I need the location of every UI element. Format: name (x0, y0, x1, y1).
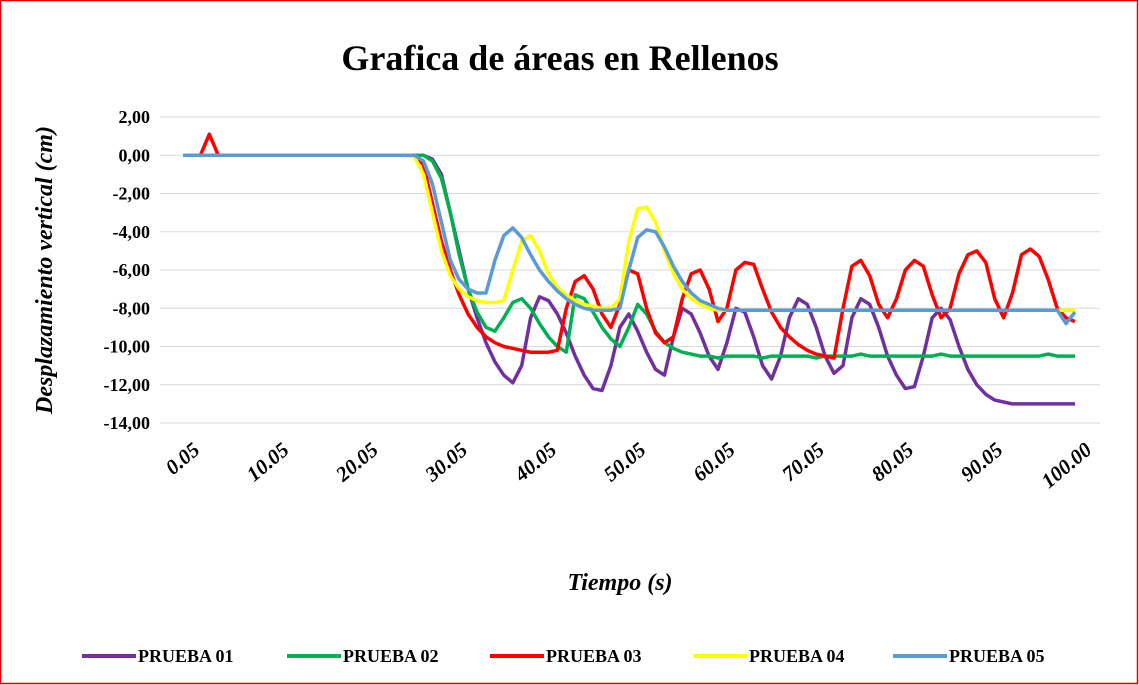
y-tick-label: -14,00 (104, 413, 151, 433)
legend-label: PRUEBA 03 (546, 646, 642, 666)
y-tick-label: -8,00 (113, 298, 151, 318)
x-axis-label: Tiempo (s) (567, 570, 672, 596)
legend-label: PRUEBA 02 (343, 646, 439, 666)
y-tick-label: -2,00 (113, 184, 151, 204)
y-tick-label: 0,00 (119, 145, 151, 165)
y-tick-label: -12,00 (104, 375, 151, 395)
y-tick-label: -4,00 (113, 222, 151, 242)
legend-label: PRUEBA 01 (138, 646, 234, 666)
y-tick-label: 2,00 (119, 107, 151, 127)
series-line (183, 153, 1077, 326)
y-axis-label: Desplazamiento vertical (cm) (32, 126, 58, 415)
y-tick-label: -6,00 (113, 260, 151, 280)
legend-label: PRUEBA 05 (949, 646, 1045, 666)
y-tick-label: -10,00 (104, 337, 151, 357)
legend-label: PRUEBA 04 (749, 646, 845, 666)
legend: PRUEBA 01 PRUEBA 02 PRUEBA 03 PRUEBA 04 PRUE… (82, 646, 1045, 666)
chart-title: Grafica de áreas en Rellenos (341, 38, 778, 78)
plot-lines (183, 132, 1077, 406)
